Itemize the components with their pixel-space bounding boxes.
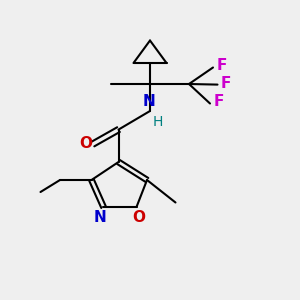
Text: O: O: [79, 136, 92, 152]
Text: N: N: [142, 94, 155, 109]
Text: F: F: [214, 94, 224, 110]
Text: O: O: [132, 210, 146, 225]
Text: H: H: [153, 115, 163, 129]
Text: F: F: [221, 76, 232, 91]
Text: F: F: [217, 58, 227, 74]
Text: N: N: [94, 210, 107, 225]
